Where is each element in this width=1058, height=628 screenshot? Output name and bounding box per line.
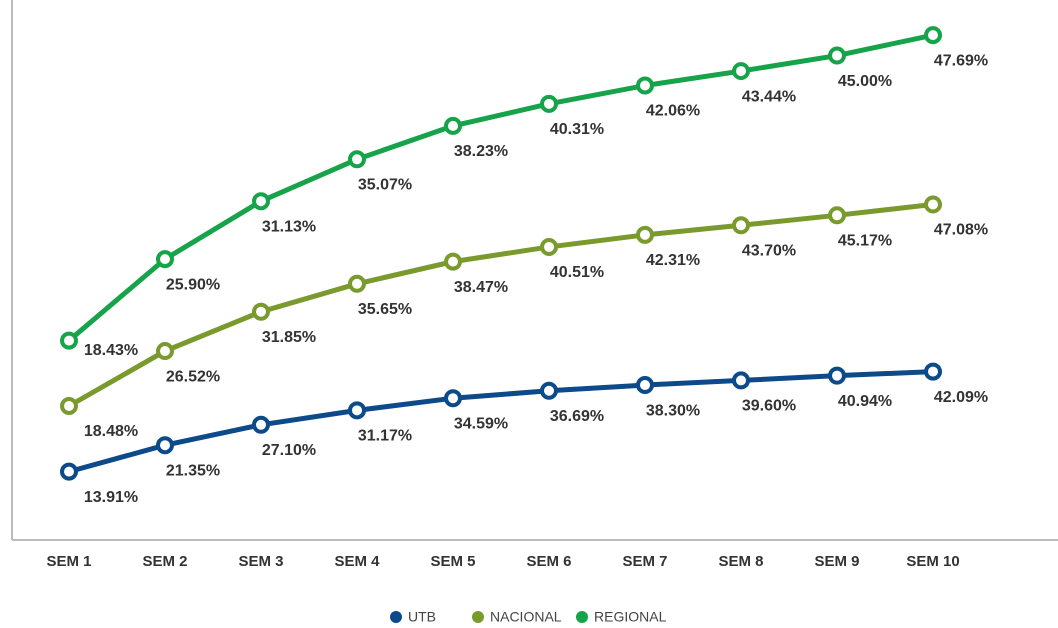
value-label: 27.10% xyxy=(262,442,316,459)
point xyxy=(540,381,558,400)
value-label: 38.47% xyxy=(454,279,508,296)
x-tick-label: SEM 2 xyxy=(142,553,187,570)
value-label: 47.69% xyxy=(934,52,988,69)
x-tick-label: SEM 9 xyxy=(814,553,859,570)
x-tick-label: SEM 10 xyxy=(906,553,959,570)
value-label: 40.94% xyxy=(838,393,892,410)
point xyxy=(444,116,462,135)
point xyxy=(828,46,846,65)
x-tick-label: SEM 7 xyxy=(622,553,667,570)
point xyxy=(828,206,846,225)
x-tick-label: SEM 6 xyxy=(526,553,571,570)
point xyxy=(60,397,78,416)
point xyxy=(540,94,558,113)
point xyxy=(924,26,942,45)
point xyxy=(636,76,654,95)
point xyxy=(924,362,942,381)
x-tick-label: SEM 5 xyxy=(430,553,475,570)
point xyxy=(156,342,174,361)
value-label: 35.07% xyxy=(358,177,412,194)
point xyxy=(828,366,846,385)
value-label: 31.85% xyxy=(262,329,316,346)
value-label: 42.09% xyxy=(934,389,988,406)
value-label: 13.91% xyxy=(84,489,138,506)
legend-label: NACIONAL xyxy=(490,609,562,625)
line xyxy=(68,369,934,475)
value-label: 42.31% xyxy=(646,252,700,269)
point xyxy=(60,462,78,481)
point xyxy=(444,252,462,271)
value-label: 36.69% xyxy=(550,408,604,425)
point xyxy=(348,401,366,420)
legend-label: UTB xyxy=(408,609,436,625)
legend-marker xyxy=(472,611,484,623)
value-label: 38.30% xyxy=(646,402,700,419)
value-label: 18.48% xyxy=(84,423,138,440)
value-label: 34.59% xyxy=(454,415,508,432)
point xyxy=(444,389,462,408)
point xyxy=(60,331,78,350)
value-label: 38.23% xyxy=(454,143,508,160)
point xyxy=(252,302,270,321)
value-label: 39.60% xyxy=(742,398,796,415)
x-tick-label: SEM 8 xyxy=(718,553,763,570)
point xyxy=(732,371,750,390)
line xyxy=(67,201,934,409)
point xyxy=(732,216,750,235)
value-label: 26.52% xyxy=(166,368,220,385)
value-label: 43.44% xyxy=(742,88,796,105)
value-label: 45.17% xyxy=(838,233,892,250)
value-label: 31.13% xyxy=(262,218,316,235)
x-tick-label: SEM 4 xyxy=(334,553,380,570)
legend-marker xyxy=(390,611,402,623)
value-label: 40.31% xyxy=(550,121,604,138)
value-label: 21.35% xyxy=(166,462,220,479)
value-label: 18.43% xyxy=(84,342,138,359)
point xyxy=(252,415,270,434)
point xyxy=(636,225,654,244)
point xyxy=(540,237,558,256)
legend-marker xyxy=(576,611,588,623)
point xyxy=(924,195,942,214)
point xyxy=(156,250,174,269)
line xyxy=(67,32,934,343)
value-label: 35.65% xyxy=(358,301,412,318)
point xyxy=(252,192,270,211)
x-tick-label: SEM 3 xyxy=(238,553,283,570)
point xyxy=(348,150,366,169)
value-label: 31.17% xyxy=(358,428,412,445)
point xyxy=(156,436,174,455)
value-label: 47.08% xyxy=(934,222,988,239)
point xyxy=(636,376,654,395)
value-label: 42.06% xyxy=(646,103,700,120)
legend-label: REGIONAL xyxy=(594,609,667,625)
value-label: 43.70% xyxy=(742,243,796,260)
x-tick-label: SEM 1 xyxy=(46,553,91,570)
value-label: 45.00% xyxy=(838,73,892,90)
point xyxy=(348,274,366,293)
value-label: 25.90% xyxy=(166,276,220,293)
point xyxy=(732,62,750,81)
value-label: 40.51% xyxy=(550,264,604,281)
